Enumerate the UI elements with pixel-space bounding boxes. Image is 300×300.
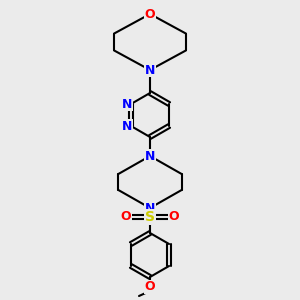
Text: O: O (145, 8, 155, 20)
Text: N: N (122, 119, 132, 133)
Text: N: N (122, 98, 132, 110)
Text: O: O (169, 211, 179, 224)
Text: N: N (145, 202, 155, 214)
Text: N: N (145, 64, 155, 76)
Text: O: O (121, 211, 131, 224)
Text: N: N (145, 149, 155, 163)
Text: O: O (145, 280, 155, 293)
Text: S: S (145, 210, 155, 224)
